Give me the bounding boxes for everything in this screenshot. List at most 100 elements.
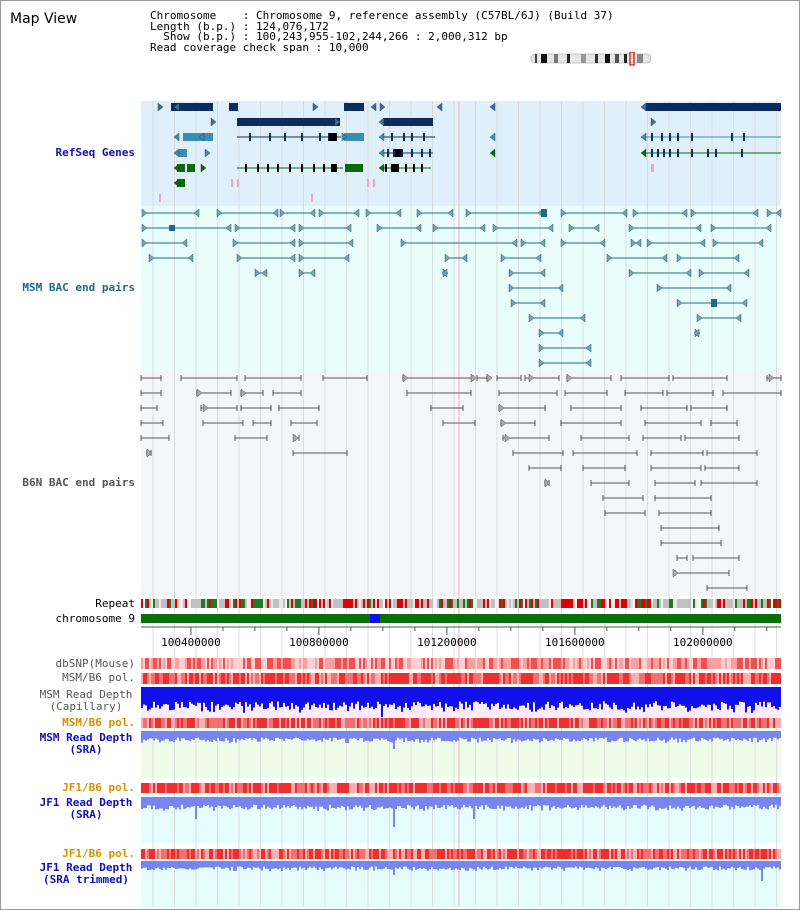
- bac-end-icon: [520, 238, 527, 248]
- msm-sra-depth: [341, 731, 343, 739]
- msm-b6-pol-heat: [663, 673, 665, 684]
- msm-b6-pol-heat: [287, 673, 289, 684]
- msm-sra-depth: [741, 731, 743, 741]
- jf1-b6-pol-heat: [521, 783, 523, 793]
- bac-end-icon: [318, 208, 325, 218]
- gene-exon: [301, 133, 303, 141]
- jf1-b6-pol-trim-heat: [643, 849, 645, 859]
- repeat-segment: [509, 599, 511, 608]
- jf1-b6-pol-trim-heat: [579, 849, 581, 859]
- jf1-b6-pol-label[interactable]: JF1/B6 pol.: [62, 781, 135, 794]
- jf1-trim-depth: [323, 861, 325, 871]
- gene-exon: [677, 149, 679, 157]
- jf1-b6-pol-trimmed-label[interactable]: JF1/B6 pol.: [62, 847, 135, 860]
- msm-bac-label[interactable]: MSM BAC end pairs: [22, 281, 135, 294]
- msm-capillary-depth: [575, 687, 577, 706]
- jf1-b6-pol-heat: [487, 783, 489, 793]
- msm-b6-pol-heat: [215, 673, 217, 684]
- msm-b6-pol-sra-label[interactable]: MSM/B6 pol.: [62, 716, 135, 729]
- bac-end-icon: [202, 403, 209, 413]
- jf1-b6-pol-trim-heat: [747, 849, 749, 859]
- refseq-genes-label[interactable]: RefSeq Genes: [55, 146, 135, 159]
- dbsnp-label[interactable]: dbSNP(Mouse): [55, 657, 135, 670]
- msm-sra-depth: [545, 731, 547, 740]
- msm-b6-pol-heat: [493, 673, 495, 684]
- msm-read-depth-capillary-label[interactable]: MSM Read Depth (Capillary): [31, 689, 141, 713]
- msm-b6-pol-heat: [657, 673, 659, 684]
- msm-b6-pol-heat: [183, 673, 185, 684]
- msm-b6-pol-heat: [405, 673, 407, 684]
- repeat-segment: [573, 599, 575, 608]
- b6n-bac-label[interactable]: B6N BAC end pairs: [22, 476, 135, 489]
- msm-b6-pol-heat: [651, 673, 653, 684]
- msm-b6-pol-label[interactable]: MSM/B6 pol.: [62, 671, 135, 684]
- msm-b6-pol-heat: [425, 673, 427, 684]
- jf1-sra-depth: [535, 797, 537, 807]
- msm-capillary-depth: [671, 687, 673, 702]
- jf1-sra-depth: [567, 797, 569, 806]
- jf1-b6-pol-trim-heat: [607, 849, 609, 859]
- msm-capillary-depth: [153, 687, 155, 702]
- jf1-b6-pol-trim-heat: [161, 849, 163, 859]
- jf1-trim-depth: [635, 861, 637, 869]
- msm-capillary-depth: [277, 687, 279, 702]
- jf1-sra-depth: [685, 797, 687, 806]
- dbsnp-heat: [617, 658, 619, 669]
- jf1-trim-depth: [177, 861, 179, 869]
- bac-end-icon: [528, 313, 535, 323]
- jf1-b6-pol-heat: [381, 783, 383, 793]
- jf1-b6-pol-trim-heat: [479, 849, 481, 859]
- jf1-b6-pol-heat: [573, 783, 575, 793]
- msm-b6-pol-sra-heat: [703, 718, 705, 728]
- dbsnp-heat: [327, 658, 329, 669]
- jf1-sra-depth: [401, 797, 403, 809]
- jf1-b6-pol-heat: [333, 783, 335, 793]
- jf1-b6-pol-heat: [581, 783, 583, 793]
- bac-end-icon: [661, 253, 668, 263]
- jf1-trim-depth: [663, 861, 665, 868]
- jf1-sra-depth: [659, 797, 661, 809]
- msm-sra-depth: [753, 731, 755, 738]
- msm-sra-depth: [211, 731, 213, 742]
- msm-b6-pol-sra-heat: [549, 718, 551, 728]
- msm-capillary-depth: [581, 687, 583, 706]
- msm-sra-depth: [281, 731, 283, 740]
- msm-b6-pol-heat: [627, 673, 629, 684]
- dbsnp-heat: [287, 658, 289, 669]
- msm-sra-depth: [567, 731, 569, 739]
- jf1-trim-depth: [767, 861, 769, 868]
- jf1-sra-depth: [701, 797, 703, 808]
- msm-capillary-depth: [507, 687, 509, 705]
- msm-b6-pol-sra-heat: [263, 718, 265, 728]
- chromosome-ideogram[interactable]: [529, 52, 657, 66]
- jf1-read-depth-sra-label[interactable]: JF1 Read Depth (SRA): [31, 797, 141, 821]
- msm-b6-pol-sra-heat: [605, 718, 607, 728]
- jf1-b6-pol-trim-heat: [507, 849, 509, 859]
- jf1-b6-pol-trim-heat: [393, 849, 395, 859]
- jf1-b6-pol-heat: [699, 783, 701, 793]
- jf1-b6-pol-trim-heat: [549, 849, 551, 859]
- msm-sra-depth: [445, 731, 447, 742]
- msm-b6-pol-sra-heat: [339, 718, 341, 728]
- dbsnp-heat: [737, 658, 739, 669]
- repeat-segment: [209, 599, 211, 608]
- msm-capillary-depth: [435, 687, 437, 707]
- msm-b6-pol-heat: [269, 673, 271, 684]
- msm-b6-pol-heat: [413, 673, 415, 684]
- repeat-segment: [157, 599, 159, 608]
- msm-capillary-depth: [193, 687, 195, 706]
- jf1-trim-depth: [737, 861, 739, 868]
- jf1-read-depth-trimmed-label[interactable]: JF1 Read Depth (SRA trimmed): [31, 862, 141, 886]
- jf1-b6-pol-heat: [413, 783, 415, 793]
- jf1-sra-depth: [413, 797, 415, 810]
- msm-read-depth-sra-label[interactable]: MSM Read Depth (SRA): [31, 732, 141, 756]
- jf1-b6-pol-trim-heat: [231, 849, 233, 859]
- jf1-b6-pol-heat: [479, 783, 481, 793]
- dbsnp-heat: [291, 658, 293, 669]
- jf1-trim-depth: [617, 861, 619, 867]
- dbsnp-heat: [345, 658, 347, 669]
- msm-capillary-depth: [251, 687, 253, 711]
- msm-b6-pol-sra-heat: [531, 718, 533, 728]
- repeat-segment: [631, 599, 633, 608]
